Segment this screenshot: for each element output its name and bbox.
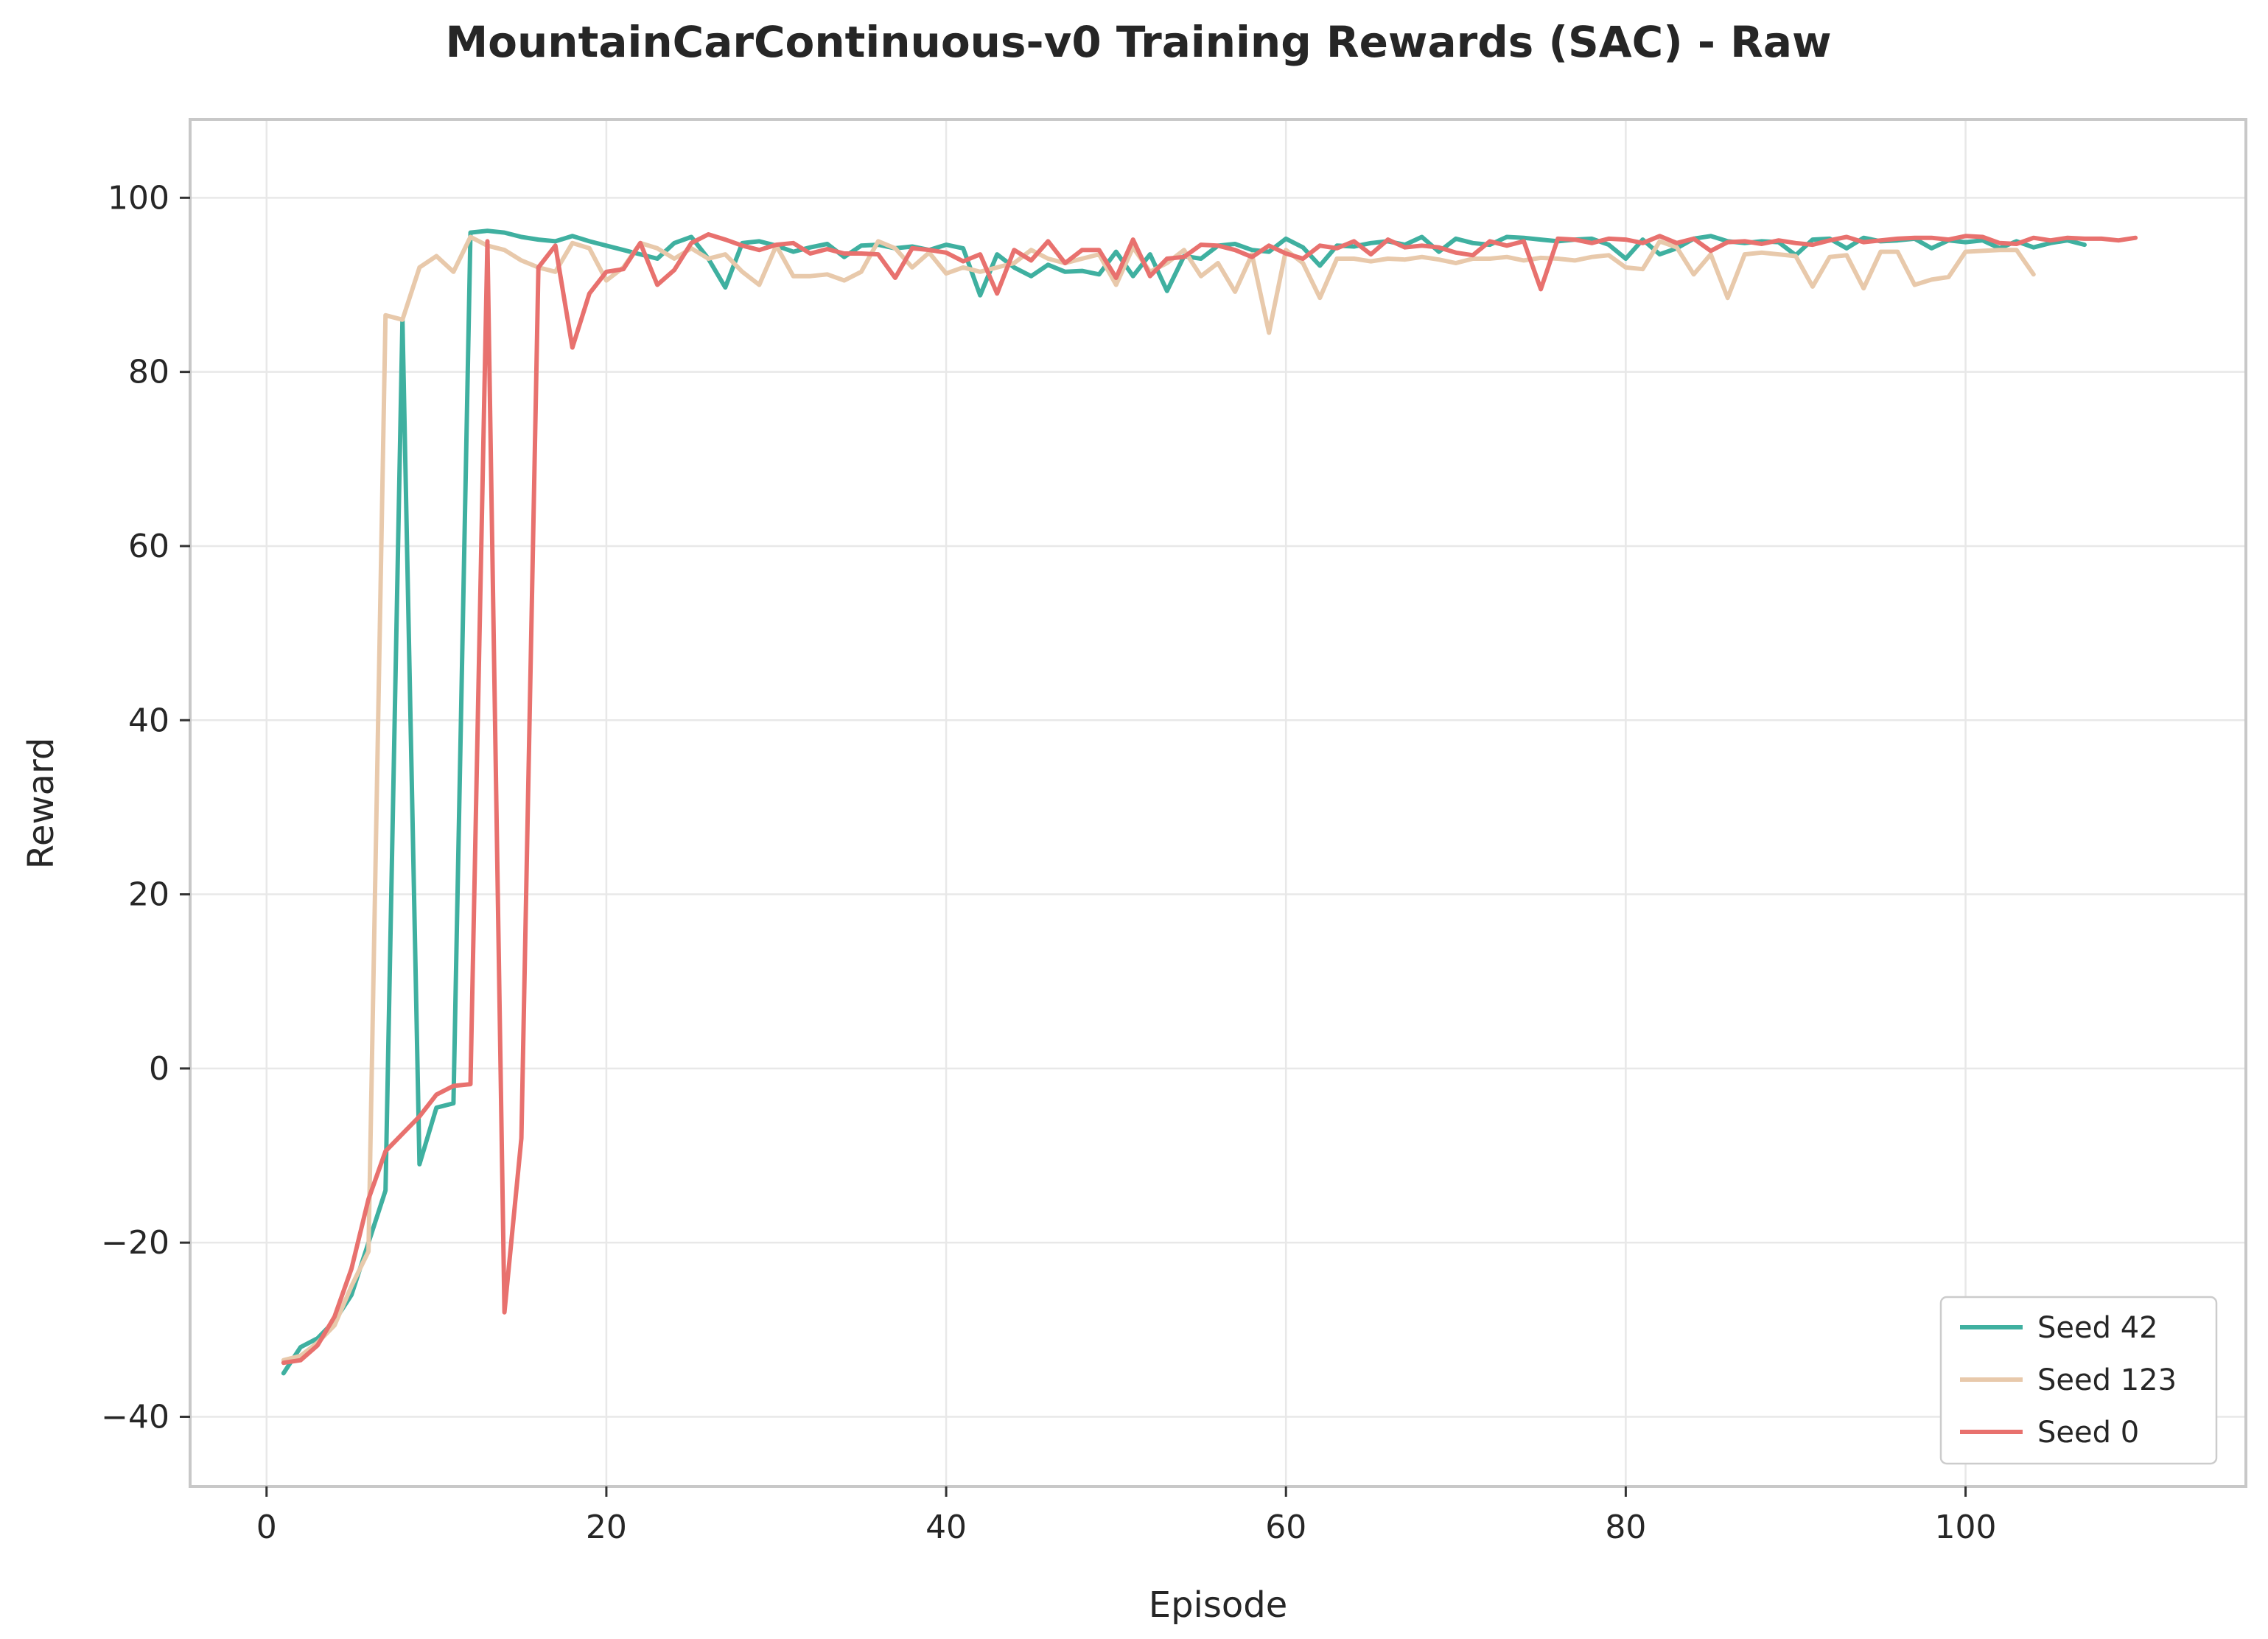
axis-ticks: 0 20 40 60 80 100 −40 −20 0 20 40 60 80 100 xyxy=(101,179,1996,1546)
chart-title: MountainCarContinuous-v0 Training Reward… xyxy=(445,17,1831,67)
y-tick-label: 40 xyxy=(128,702,169,739)
x-tick-label: 60 xyxy=(1265,1509,1306,1546)
grid-lines xyxy=(190,119,2246,1486)
legend-label-seed-42: Seed 42 xyxy=(2037,1311,2158,1345)
legend-label-seed-0: Seed 0 xyxy=(2037,1416,2139,1450)
legend-label-seed-123: Seed 123 xyxy=(2037,1363,2177,1397)
x-tick-label: 100 xyxy=(1935,1509,1997,1546)
y-tick-label: 20 xyxy=(128,876,169,914)
series-lines xyxy=(281,228,2138,1376)
y-axis-label: Reward xyxy=(21,738,62,870)
x-axis-label: Episode xyxy=(1149,1584,1288,1626)
y-tick-label: −40 xyxy=(101,1398,169,1436)
legend-box xyxy=(1939,1296,2218,1465)
y-tick-label: 60 xyxy=(128,528,169,565)
y-tick-label: 0 xyxy=(149,1050,169,1088)
series-line-seed-0 xyxy=(281,232,2138,1366)
legend: Seed 42 Seed 123 Seed 0 xyxy=(1939,1296,2218,1465)
plot-frame xyxy=(189,118,2247,1488)
legend-entry-seed-123: Seed 123 xyxy=(1960,1363,2177,1397)
x-tick-label: 20 xyxy=(586,1509,627,1546)
x-tick-label: 40 xyxy=(925,1509,967,1546)
x-tick-label: 0 xyxy=(256,1509,277,1546)
y-tick-label: 80 xyxy=(128,354,169,391)
y-tick-label: −20 xyxy=(101,1224,169,1262)
y-tick-label: 100 xyxy=(108,179,169,217)
legend-entry-seed-0: Seed 0 xyxy=(1960,1416,2139,1450)
x-tick-label: 80 xyxy=(1605,1509,1646,1546)
legend-entry-seed-42: Seed 42 xyxy=(1960,1311,2158,1345)
